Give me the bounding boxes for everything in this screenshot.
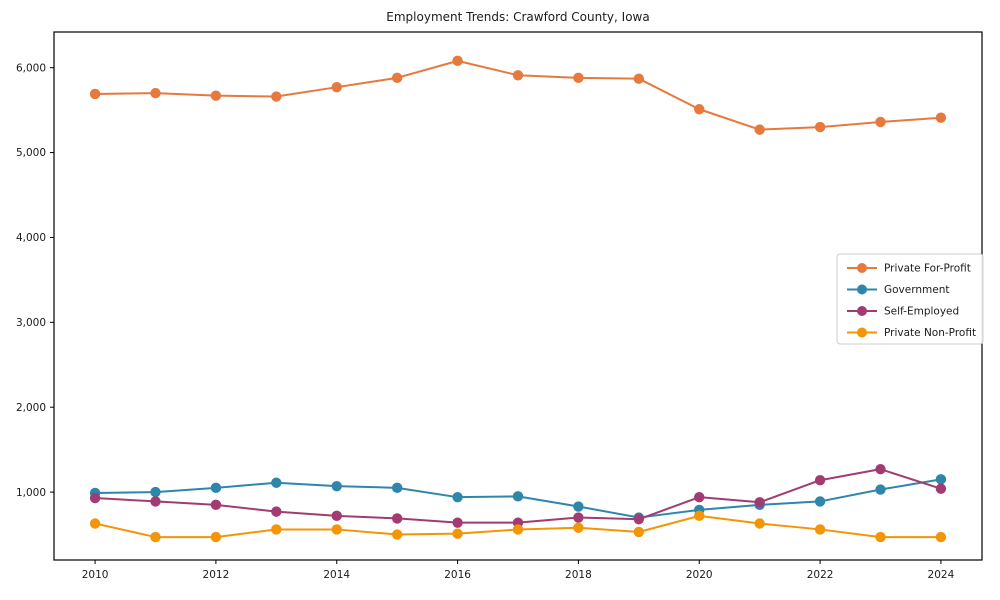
data-point-self-employed <box>814 475 826 486</box>
data-point-self-employed <box>875 463 886 475</box>
legend-label: Government <box>884 284 949 296</box>
data-point-government <box>150 486 161 498</box>
y-tick-label: 4,000 <box>16 232 46 244</box>
y-tick-label: 6,000 <box>16 62 46 74</box>
data-point-private-for-profit <box>875 116 886 128</box>
legend-entry-self-employed: Self-Employed <box>847 306 959 318</box>
data-point-self-employed <box>271 506 282 517</box>
legend-entry-government: Government <box>847 284 949 296</box>
data-point-self-employed <box>694 491 705 503</box>
x-tick-label: 2022 <box>807 569 834 581</box>
data-point-government <box>452 491 463 503</box>
legend-label: Self-Employed <box>884 306 959 318</box>
series-private-for-profit <box>89 55 947 135</box>
data-point-government <box>875 484 886 495</box>
data-point-private-for-profit <box>89 88 101 100</box>
y-tick-label: 2,000 <box>16 402 46 414</box>
data-point-private-for-profit <box>633 73 645 84</box>
data-point-private-non-profit <box>633 526 645 538</box>
data-point-private-non-profit <box>452 528 463 539</box>
data-point-government <box>391 482 403 494</box>
data-point-private-for-profit <box>150 87 161 99</box>
data-point-private-non-profit <box>935 531 947 543</box>
data-point-private-non-profit <box>754 518 765 529</box>
data-point-government <box>271 477 282 488</box>
data-point-private-for-profit <box>814 121 826 133</box>
x-tick-label: 2024 <box>928 569 955 581</box>
legend-frame <box>836 253 984 345</box>
data-point-government <box>814 496 826 507</box>
x-tick-label: 2018 <box>565 569 592 581</box>
data-point-private-non-profit <box>814 524 826 535</box>
data-point-self-employed <box>633 514 645 525</box>
data-point-private-for-profit <box>935 112 947 123</box>
legend-entry-private-for-profit: Private For-Profit <box>847 263 971 275</box>
data-point-self-employed <box>452 517 463 528</box>
data-point-private-for-profit <box>452 55 463 67</box>
data-point-private-for-profit <box>210 90 222 101</box>
data-point-self-employed <box>150 496 161 507</box>
data-point-private-non-profit <box>331 524 342 535</box>
data-point-private-for-profit <box>391 72 403 84</box>
legend-marker-dot <box>857 284 867 295</box>
data-point-private-non-profit <box>210 531 222 543</box>
legend-marker-dot <box>857 306 867 316</box>
data-point-government <box>573 501 584 512</box>
data-point-private-non-profit <box>694 510 705 522</box>
data-point-private-for-profit <box>694 104 705 115</box>
x-tick-label: 2016 <box>444 569 471 581</box>
data-point-private-non-profit <box>573 522 584 533</box>
chart-title: Employment Trends: Crawford County, Iowa <box>386 10 649 24</box>
data-point-private-for-profit <box>754 124 765 135</box>
data-point-self-employed <box>935 483 947 494</box>
x-tick-label: 2014 <box>323 569 350 581</box>
data-point-government <box>210 482 222 494</box>
x-tick-label: 2012 <box>203 569 230 581</box>
data-point-self-employed <box>89 492 101 504</box>
x-tick-label: 2020 <box>686 569 713 581</box>
data-point-government <box>331 480 342 492</box>
data-point-private-non-profit <box>150 531 161 543</box>
legend-marker-dot <box>857 263 867 273</box>
data-point-self-employed <box>331 510 342 522</box>
data-point-private-non-profit <box>271 524 282 535</box>
legend: Private For-Profit Government Self-Employe… <box>836 253 984 345</box>
data-point-private-non-profit <box>875 531 886 543</box>
y-tick-label: 1,000 <box>16 487 46 499</box>
legend-label: Private Non-Profit <box>884 327 976 339</box>
data-point-self-employed <box>391 513 403 524</box>
data-point-private-non-profit <box>512 524 524 535</box>
data-point-private-for-profit <box>271 91 282 102</box>
data-point-private-for-profit <box>512 70 524 81</box>
legend-marker-dot <box>857 327 867 338</box>
data-point-government <box>935 474 947 485</box>
data-point-self-employed <box>573 512 584 523</box>
legend-entry-private-non-profit: Private Non-Profit <box>847 327 976 339</box>
series-self-employed <box>89 463 947 528</box>
data-point-private-for-profit <box>573 72 584 84</box>
data-point-self-employed <box>754 497 765 508</box>
data-point-private-non-profit <box>391 529 403 540</box>
x-tick-label: 2010 <box>82 569 109 581</box>
data-point-government <box>512 491 524 502</box>
y-tick-label: 3,000 <box>16 317 46 329</box>
data-point-self-employed <box>210 499 222 511</box>
data-point-private-for-profit <box>331 81 342 93</box>
data-point-private-non-profit <box>89 518 101 529</box>
y-tick-label: 5,000 <box>16 147 46 159</box>
legend-label: Private For-Profit <box>884 263 971 275</box>
series-private-non-profit <box>89 510 947 543</box>
